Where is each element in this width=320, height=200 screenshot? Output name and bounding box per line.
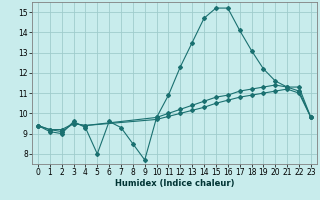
X-axis label: Humidex (Indice chaleur): Humidex (Indice chaleur): [115, 179, 234, 188]
